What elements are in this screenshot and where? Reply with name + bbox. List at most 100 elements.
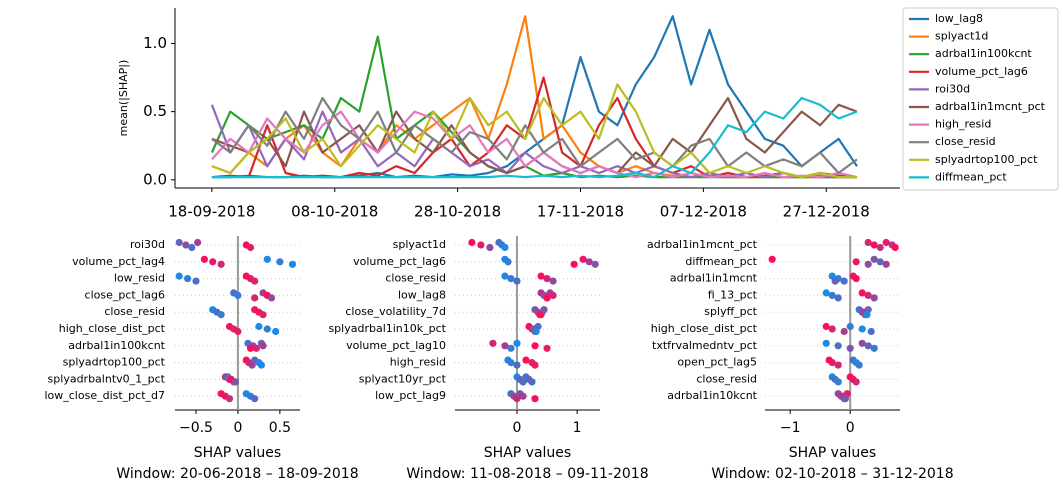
shap-point: [841, 395, 850, 403]
shap-point: [543, 294, 551, 302]
feature-label: diffmean_pct: [685, 255, 757, 268]
x-tick-label: −0.5: [179, 420, 213, 436]
feature-label: low_pct_lag9: [375, 389, 446, 402]
line-series: [211, 110, 858, 179]
legend-label: adrbal1in1mcnt_pct: [935, 100, 1046, 113]
shap-point: [870, 241, 878, 249]
shap-point: [251, 294, 259, 302]
feature-label: high_close_dist_pct: [651, 322, 758, 335]
legend-box: [902, 7, 1059, 191]
shap-point: [225, 395, 234, 403]
shap-point: [840, 277, 848, 285]
shap-point: [288, 260, 297, 268]
x-tick-label: 08-10-2018: [291, 203, 378, 221]
shap-point: [549, 277, 557, 285]
shap-point: [543, 344, 551, 352]
shap-point: [822, 322, 830, 331]
feature-label: splyadrtop100_pct: [63, 356, 166, 369]
shap-point: [867, 327, 875, 336]
feature-label: splyact10yr_pct: [359, 372, 447, 385]
feature-label: low_lag8: [398, 288, 446, 301]
feature-label: close_pct_lag6: [85, 288, 165, 301]
feature-label: adrbal1in1mcnt_pct: [647, 238, 758, 251]
shap-point: [543, 275, 551, 283]
shap-point: [831, 277, 839, 285]
shap-point: [501, 342, 509, 350]
feature-label: splyadrbal1in10k_pct: [328, 322, 446, 335]
feature-label: high_resid: [390, 356, 446, 369]
feature-label: splyff_pct: [704, 305, 757, 318]
shap-point: [276, 258, 284, 266]
shap-point: [864, 291, 872, 299]
legend-label: high_resid: [935, 118, 991, 131]
shap-point: [864, 342, 872, 350]
x-tick-label: 07-12-2018: [660, 203, 747, 221]
shap-point: [536, 311, 544, 319]
legend-label: adrbal1in100kcnt: [935, 47, 1032, 60]
shap-point: [183, 275, 192, 283]
shap-point: [200, 255, 208, 263]
shap-point: [192, 277, 200, 285]
x-tick-label: 18-09-2018: [168, 203, 255, 221]
shap-point: [267, 294, 276, 302]
shap-point: [489, 339, 497, 347]
shap-point: [175, 238, 183, 247]
shap-point: [846, 322, 854, 331]
shap-point: [531, 361, 539, 369]
shap-point: [858, 339, 866, 347]
shap-point: [231, 378, 240, 386]
shap-point: [864, 260, 872, 268]
feature-label: adrbal1in1mcnt: [670, 272, 758, 285]
shap-point: [858, 325, 866, 333]
shap-point: [234, 291, 242, 299]
feature-label: adrbal1in100kcnt: [68, 339, 165, 352]
feature-label: volume_pct_lag10: [346, 339, 446, 352]
shap-point: [486, 243, 494, 252]
shap-point: [501, 243, 509, 252]
shap-point: [194, 238, 202, 247]
shap-point: [188, 243, 196, 252]
shap-point: [858, 289, 866, 297]
shap-point: [513, 277, 521, 285]
legend-label: volume_pct_lag6: [935, 65, 1028, 78]
shap-point: [217, 311, 225, 319]
shap-point: [855, 361, 863, 369]
feature-label: close_resid: [385, 272, 446, 285]
shap-point: [828, 325, 836, 333]
feature-label: volume_pct_lag6: [353, 255, 446, 268]
shap-point: [570, 260, 578, 268]
shap-point: [834, 361, 842, 369]
feature-label: open_pct_lag5: [677, 356, 757, 369]
shap-point: [822, 289, 830, 297]
shap-point: [477, 241, 485, 249]
shap-point: [852, 275, 860, 283]
shap-point: [834, 294, 842, 302]
legend-label: splyadrtop100_pct: [935, 153, 1038, 166]
shap-point: [876, 243, 884, 252]
shap-point: [531, 342, 539, 350]
x-tick-label: 0: [846, 420, 855, 436]
x-tick-label: 0: [233, 420, 242, 436]
legend-label: roi30d: [935, 82, 970, 95]
shap-point: [876, 258, 884, 266]
feature-label: low_resid: [114, 272, 165, 285]
shap-point: [891, 243, 899, 252]
shap-point: [513, 361, 521, 369]
shap-point: [870, 294, 878, 302]
shap-point: [852, 258, 860, 266]
y-axis-label: mean(|SHAP|): [117, 60, 130, 137]
legend-label: splyact1d: [935, 30, 988, 43]
shap-point: [531, 395, 539, 403]
shap-point: [591, 260, 599, 268]
shap-point: [828, 291, 836, 299]
shap-point: [834, 342, 842, 350]
feature-label: close_resid: [696, 372, 757, 385]
shap-point: [768, 255, 776, 263]
feature-label: volume_pct_lag4: [72, 255, 165, 268]
shap-point: [257, 361, 266, 369]
shap-point: [537, 272, 545, 280]
shap-point: [468, 238, 476, 247]
legend-label: low_lag8: [935, 12, 983, 25]
feature-label: roi30d: [130, 238, 165, 251]
shap-point: [864, 238, 872, 247]
